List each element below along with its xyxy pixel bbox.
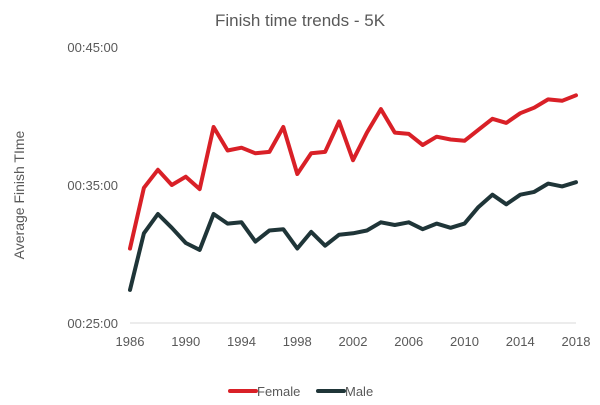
x-tick-label: 1998 [283, 334, 312, 349]
chart-title: Finish time trends - 5K [215, 11, 386, 30]
series-lines [128, 93, 578, 292]
y-tick-label: 00:45:00 [67, 40, 118, 55]
legend-label-male: Male [345, 384, 373, 399]
series-line-female [128, 93, 578, 251]
x-tick-label: 2010 [450, 334, 479, 349]
y-tick-label: 00:25:00 [67, 316, 118, 331]
x-axis: 1986 1990 1994 1998 2002 2006 2010 2014 2018 [116, 334, 591, 349]
y-tick-label: 00:35:00 [67, 178, 118, 193]
y-axis: 00:25:00 00:35:00 00:45:00 [67, 40, 118, 331]
x-tick-label: 2018 [562, 334, 591, 349]
x-tick-label: 2006 [394, 334, 423, 349]
series-line-male [128, 180, 578, 292]
legend-label-female: Female [257, 384, 300, 399]
x-tick-label: 2014 [506, 334, 535, 349]
x-tick-label: 1994 [227, 334, 256, 349]
y-axis-label: Average Finish TIme [11, 130, 27, 259]
legend: Female Male [228, 384, 373, 399]
x-tick-label: 1986 [116, 334, 145, 349]
x-tick-label: 2002 [339, 334, 368, 349]
x-tick-label: 1990 [171, 334, 200, 349]
